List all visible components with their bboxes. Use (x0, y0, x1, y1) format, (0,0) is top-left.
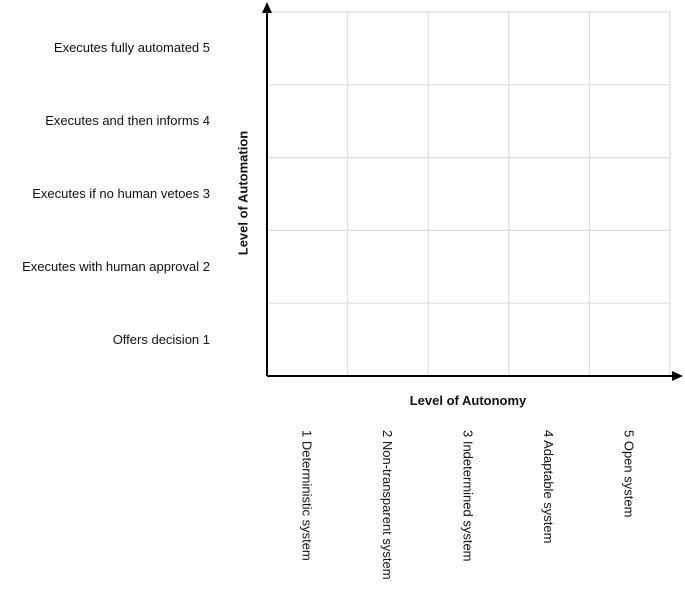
x-category-label: 1 Deterministic system (299, 430, 315, 561)
x-category-label: 3 Indetermined system (460, 430, 476, 562)
y-axis-title: Level of Automation (235, 130, 251, 256)
y-category-label: Executes if no human vetoes 3 (32, 186, 210, 201)
x-category-label: 5 Open system (621, 430, 637, 518)
y-category-label: Offers decision 1 (112, 331, 210, 347)
x-category-label: 2 Non-transparent system (379, 430, 395, 580)
x-category-label: 4 Adaptable system (541, 430, 557, 544)
y-category-label: Executes with human approval 2 (22, 258, 210, 274)
y-axis-arrow-icon (262, 2, 272, 13)
x-axis-arrow-icon (672, 371, 683, 381)
x-axis-title: Level of Autonomy (409, 393, 527, 408)
y-category-label: Executes fully automated 5 (53, 40, 210, 56)
y-category-label: Executes and then informs 4 (45, 113, 210, 129)
